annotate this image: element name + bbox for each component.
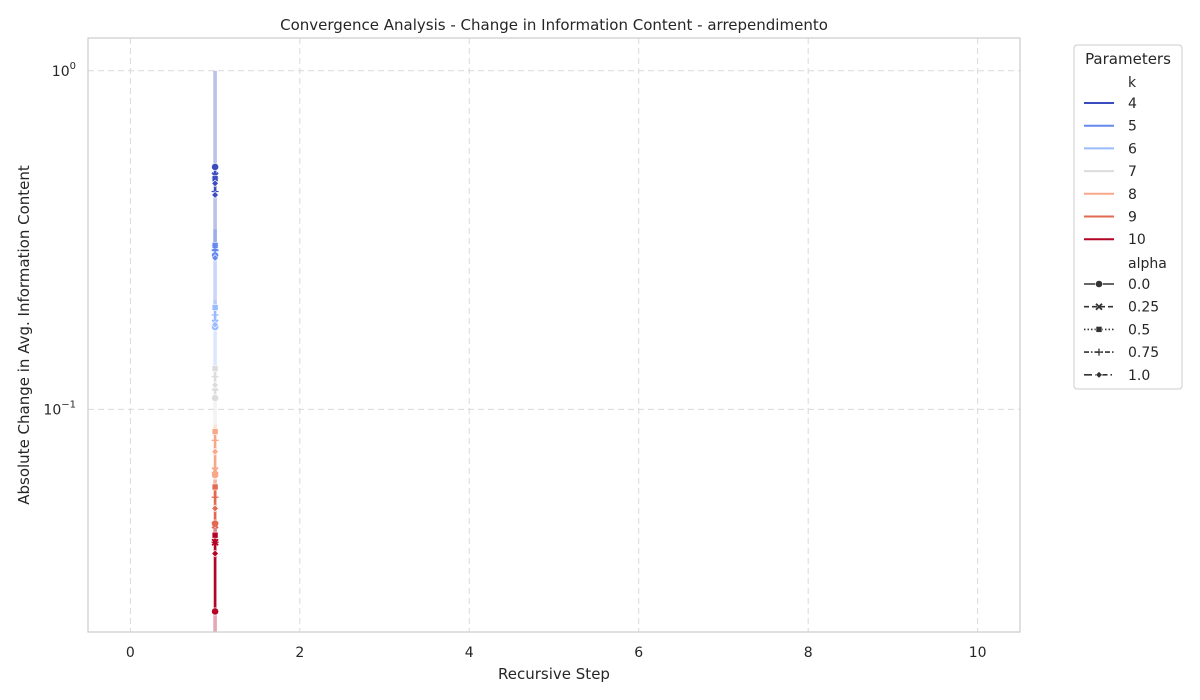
data-point-k8 bbox=[211, 447, 219, 456]
legend-alpha-marker bbox=[1095, 280, 1103, 288]
x-tick-label: 2 bbox=[295, 645, 304, 661]
data-point-k9 bbox=[211, 483, 219, 491]
legend-alpha-marker bbox=[1095, 370, 1103, 379]
grid-lines bbox=[88, 38, 1020, 632]
x-axis-label: Recursive Step bbox=[498, 665, 610, 683]
legend-box bbox=[1073, 44, 1183, 390]
confidence-band-k6 bbox=[213, 300, 217, 371]
legend-k-label: 7 bbox=[1128, 164, 1137, 180]
data-point-k6 bbox=[211, 320, 219, 329]
legend-style-title: alpha bbox=[1128, 256, 1167, 272]
data-point-k6 bbox=[211, 304, 219, 311]
data-point-k4 bbox=[211, 163, 219, 171]
x-tick-label: 0 bbox=[126, 645, 135, 661]
data-point-k10 bbox=[211, 549, 219, 558]
data-point-k8 bbox=[211, 466, 219, 475]
data-point-k6 bbox=[211, 311, 219, 319]
legend-title: Parameters bbox=[1085, 50, 1171, 68]
data-point-k7 bbox=[211, 365, 219, 372]
legend-alpha-label: 0.75 bbox=[1128, 345, 1159, 361]
data-point-k9 bbox=[211, 519, 219, 528]
data-point-k10 bbox=[211, 531, 219, 539]
legend-alpha-marker bbox=[1095, 303, 1103, 311]
data-point-k5 bbox=[211, 254, 219, 262]
legend-k-label: 5 bbox=[1128, 119, 1137, 135]
legend-k-label: 6 bbox=[1128, 141, 1137, 157]
legend-alpha-label: 1.0 bbox=[1128, 368, 1150, 384]
confidence-band-k4 bbox=[213, 70, 217, 248]
chart-title: Convergence Analysis - Change in Informa… bbox=[280, 16, 828, 34]
data-point-k7 bbox=[211, 394, 219, 402]
y-tick-label: 10−1 bbox=[43, 399, 76, 418]
legend-hue-title: k bbox=[1128, 75, 1137, 91]
plot-frame bbox=[87, 37, 1021, 633]
x-tick-label: 10 bbox=[969, 645, 987, 661]
legend-alpha-entries: 0.0 0.25 0.5 0.75 1.0 bbox=[1084, 277, 1159, 384]
legend-k-label: 8 bbox=[1128, 187, 1137, 203]
series-markers bbox=[211, 163, 219, 616]
data-point-k8 bbox=[211, 436, 219, 444]
data-point-k9 bbox=[211, 521, 219, 529]
x-tick-labels: 0 2 4 6 8 10 bbox=[126, 645, 987, 661]
legend-alpha-label: 0.5 bbox=[1128, 322, 1150, 338]
legend-k-label: 9 bbox=[1128, 210, 1137, 226]
confidence-band-k5 bbox=[213, 229, 217, 308]
data-point-k7 bbox=[211, 373, 219, 381]
data-point-k4 bbox=[211, 191, 219, 199]
x-tick-label: 8 bbox=[804, 645, 813, 661]
data-point-k5 bbox=[211, 246, 219, 254]
legend-k-entries: 4 5 6 7 8 9 10 bbox=[1084, 96, 1146, 248]
data-point-k9 bbox=[211, 493, 219, 501]
y-tick-labels: 100 10−1 bbox=[43, 61, 76, 419]
y-tick-label: 100 bbox=[52, 61, 76, 80]
x-tick-label: 4 bbox=[465, 645, 474, 661]
legend-alpha-label: 0.25 bbox=[1128, 300, 1159, 316]
data-point-k8 bbox=[211, 428, 219, 435]
legend-k-label: 4 bbox=[1128, 96, 1137, 112]
legend-alpha-label: 0.0 bbox=[1128, 277, 1150, 293]
data-point-k10 bbox=[211, 538, 219, 546]
y-axis-label: Absolute Change in Avg. Information Cont… bbox=[15, 165, 33, 505]
data-point-k9 bbox=[211, 504, 219, 513]
legend-alpha-marker bbox=[1095, 348, 1103, 356]
data-point-k4 bbox=[211, 179, 219, 188]
x-tick-label: 6 bbox=[634, 645, 643, 661]
data-point-k10 bbox=[211, 607, 219, 616]
data-point-k7 bbox=[211, 381, 219, 389]
legend-k-label: 10 bbox=[1128, 232, 1146, 248]
legend-alpha-marker bbox=[1095, 326, 1103, 333]
